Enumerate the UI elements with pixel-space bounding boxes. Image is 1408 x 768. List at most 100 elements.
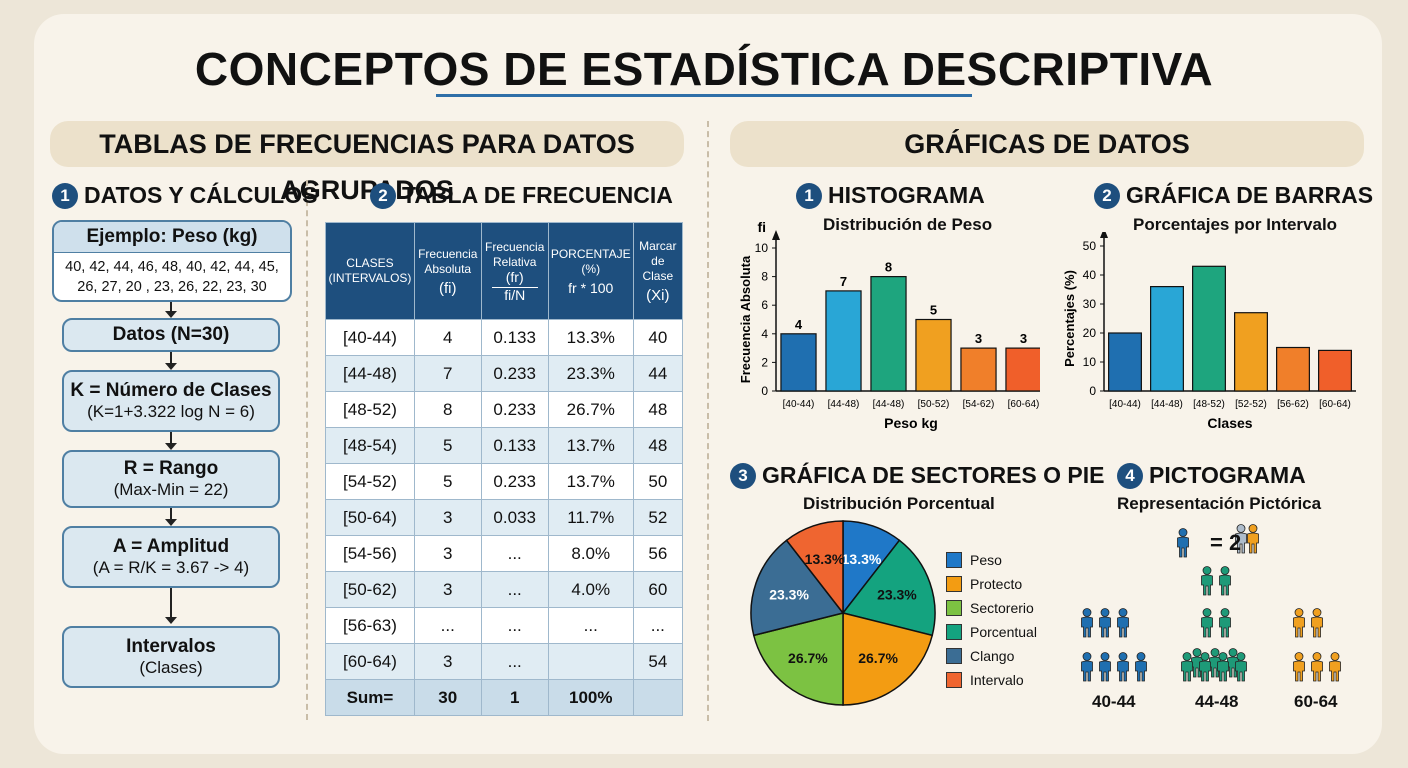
left-section-header: TABLAS DE FRECUENCIAS PARA DATOS AGRUPAD… [50, 121, 684, 205]
table-cell: 48 [632, 427, 684, 464]
table-cell: 54 [632, 643, 684, 680]
table-cell: [48-54) [325, 427, 415, 464]
legend-item: Porcentual [946, 620, 1037, 644]
y-tick-label: 2 [761, 355, 768, 369]
table-header: 2 TABLA DE FRECUENCIA [370, 182, 673, 209]
sum-cell: 100% [547, 679, 634, 716]
table-row: [50-62) 3... 4.0% 60 [325, 571, 684, 608]
y-tick-label: 10 [755, 241, 769, 255]
y-unit-label: fi [757, 219, 766, 235]
x-tick-label: [52-52) [1235, 399, 1267, 410]
col-header-text: Marcar [639, 239, 677, 253]
person-icon [1117, 608, 1129, 638]
person-icon [1117, 652, 1129, 682]
pictogram-subtitle: Representación Pictórica [1117, 494, 1322, 513]
table-cell: 60 [632, 571, 684, 608]
y-tick-label: 40 [1083, 268, 1097, 282]
col-header-fi: Frecuencia Absoluta (fi) [413, 222, 482, 320]
example-title: Ejemplo: Peso (kg) [54, 222, 290, 253]
data-label: 8 [885, 260, 892, 275]
pie-slice [750, 539, 845, 637]
chart-number-badge: 3 [730, 463, 756, 489]
table-cell: 13.7% [547, 427, 634, 464]
legend-label: Intervalo [970, 672, 1024, 688]
frequency-table: CLASES (INTERVALOS) Frecuencia Absoluta (fi… [325, 222, 684, 716]
barchart-header: 2 GRÁFICA DE BARRAS [1094, 182, 1373, 209]
calc-header-label: DATOS Y CÁLCULOS [84, 182, 318, 208]
x-axis-label: Peso kg [884, 415, 938, 431]
person-icon [1081, 652, 1093, 682]
table-row: [54-52) 5 0.233 13.7% 50 [325, 463, 684, 500]
flow-arrow [165, 508, 177, 526]
table-body: [40-44) 4 0.133 13.3% 40 [44-48) 7 0.233 23.3% 44… [325, 319, 684, 680]
table-cell: 8.0% [547, 535, 634, 572]
y-axis-label: Percentajes (%) [1062, 270, 1077, 367]
col-header-text: (Xi) [646, 287, 670, 304]
table-cell: 0.133 [480, 319, 549, 356]
table-cell: ... [480, 643, 549, 680]
table-cell: [48-52) [325, 391, 415, 428]
chart-number-badge: 2 [1094, 183, 1120, 209]
data-label: 5 [930, 303, 937, 318]
bar-chart: 0 10 20 30 40 50 [40-44) [44-48) [48-52) [52-52) [… [1062, 232, 1356, 431]
right-section-header: GRÁFICAS DE DATOS [730, 121, 1364, 167]
chart-number-badge: 1 [796, 183, 822, 209]
col-header-text: fi/N [491, 286, 538, 303]
sum-cell: 1 [480, 679, 549, 716]
table-row: [48-54) 5 0.133 13.7% 48 [325, 427, 684, 464]
legend-label: Clango [970, 648, 1015, 664]
person-icon [1217, 652, 1229, 682]
example-data: 40, 42, 44, 46, 48, 40, 42, 44, 45, 26, … [54, 253, 290, 300]
table-row: [56-63)............ [325, 607, 684, 644]
legend-swatch [946, 672, 962, 688]
step-a-formula: (A = R/K = 3.67 -> 4) [92, 558, 250, 577]
table-cell: 5 [413, 463, 482, 500]
pie-slice [785, 520, 844, 616]
y-tick-label: 6 [761, 298, 768, 312]
table-cell: 26.7% [547, 391, 634, 428]
col-header-text: Absoluta [424, 261, 472, 276]
person-icon [1235, 524, 1247, 554]
legend-label: Protecto [970, 576, 1023, 592]
table-cell: [40-44) [325, 319, 415, 356]
table-cell: ... [480, 571, 549, 608]
bar [1108, 332, 1142, 392]
table-cell: 13.3% [547, 319, 634, 356]
step-n-box: Datos (N=30) [62, 318, 280, 352]
bar [1318, 349, 1352, 392]
legend-label: Sectorerio [970, 600, 1034, 616]
person-icon [1219, 566, 1231, 596]
col-header-fr: Frecuencia Relativa (fr) fi/N [480, 222, 549, 320]
legend-swatch [946, 624, 962, 640]
y-axis-arrow [772, 230, 780, 240]
table-cell: 50 [632, 463, 684, 500]
pie-slice-label: 26.7% [788, 650, 828, 666]
x-axis-label: Clases [1207, 415, 1252, 431]
x-tick-label: [44-48) [828, 399, 860, 410]
table-row: [54-56) 3... 8.0% 56 [325, 535, 684, 572]
table-row: [60-64) 3... 54 [325, 643, 684, 680]
col-header-clases: CLASES (INTERVALOS) [325, 222, 415, 320]
x-tick-label: [56-62) [1277, 399, 1309, 410]
bar [780, 333, 817, 392]
person-icon [1201, 566, 1213, 596]
table-cell: ... [632, 607, 684, 644]
person-icon [1247, 524, 1259, 554]
pie-slice-label: 13.3% [805, 551, 845, 567]
person-icon [1081, 608, 1093, 638]
pictogram-group-label: 40-44 [1092, 692, 1136, 711]
col-header-text: Relativa [493, 254, 537, 269]
step-a-title: A = Amplitud [112, 536, 230, 557]
table-cell: 0.233 [480, 391, 549, 428]
table-cell: [60-64) [325, 643, 415, 680]
y-tick-label: 0 [761, 384, 768, 398]
divider-center [707, 121, 709, 721]
table-cell: 5 [413, 427, 482, 464]
y-tick-label: 8 [761, 270, 768, 284]
legend-swatch [946, 600, 962, 616]
legend-item: Peso [946, 548, 1037, 572]
col-header-text: de Clase [642, 254, 674, 283]
person-icon [1099, 608, 1111, 638]
pie-header: 3 GRÁFICA DE SECTORES O PIE [730, 462, 1105, 489]
bar [1005, 347, 1040, 392]
